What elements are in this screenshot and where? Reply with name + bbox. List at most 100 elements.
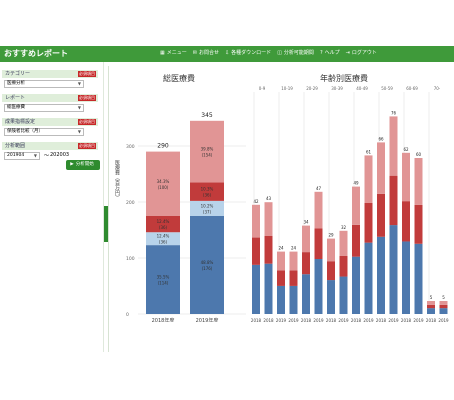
required-badge: 必須項目 (78, 119, 96, 125)
x-tick-label: 2019 (438, 318, 449, 322)
range-label: 分析範囲 必須項目 (2, 142, 98, 150)
logout-icon: ⇥ (345, 49, 350, 56)
bar-segment (377, 142, 385, 194)
menu-item-help[interactable]: ? ヘルプ (319, 49, 340, 57)
segment-value: (36) (159, 225, 168, 230)
bar-value-label: 60 (416, 152, 422, 157)
segment-percent: 12.4% (157, 234, 170, 239)
bar-segment (377, 236, 385, 314)
bar-value-label: 76 (391, 110, 397, 115)
segment-percent: 39.8% (201, 147, 214, 152)
x-tick-label: 2019 (288, 318, 299, 322)
bar-total-label: 345 (201, 112, 213, 119)
x-tick-label: 2018 (351, 318, 362, 322)
x-tick-label: 2019 (276, 318, 287, 322)
category-select[interactable]: 医療分析 (4, 80, 84, 88)
right-chart: 0-9 10-19 20-29 30-39 40-49 50-59 60-69 70- 42 20… (251, 86, 449, 322)
x-tick-label: 2019 (363, 318, 374, 322)
period-select[interactable]: 保険者比較（月） (4, 128, 84, 136)
x-tick-label: 2018 (263, 318, 274, 322)
bar-segment (389, 116, 398, 176)
bar-segment (339, 230, 348, 256)
bar-segment (302, 274, 310, 314)
calendar-icon: ◫ (277, 49, 282, 56)
range-separator: ～ (44, 153, 50, 159)
divider (108, 66, 109, 352)
bar-segment (314, 259, 323, 314)
bar-segment (289, 285, 298, 314)
age-group-label: 20-29 (306, 86, 318, 91)
bar-segment (302, 225, 310, 253)
run-analysis-button[interactable]: ▶ 分析開始 (66, 160, 100, 170)
top-bar: おすすめレポート ▦ メニュー ✉ お問合せ ⇩ 各種ダウンロード ◫ 分析可能期間 ?… (0, 46, 454, 62)
bar-segment (264, 235, 273, 264)
bar-segment (439, 301, 448, 305)
bar-segment (439, 308, 448, 314)
mail-icon: ✉ (192, 49, 197, 56)
menu-item-menu[interactable]: ▦ メニュー (160, 49, 187, 57)
bar-segment (364, 155, 373, 203)
bar-value-label: 24 (291, 246, 297, 251)
bar-segment (402, 241, 410, 314)
segment-percent: 48.8% (201, 260, 214, 265)
report-select[interactable]: 総医療費 (4, 104, 84, 112)
bar-segment (352, 224, 360, 257)
bar-value-label: 24 (278, 246, 284, 251)
menu-item-contact[interactable]: ✉ お問合せ (192, 49, 219, 57)
age-group-label: 70- (434, 86, 441, 91)
bar-total-label: 290 (157, 143, 169, 150)
x-tick-label: 2019年度 (196, 317, 219, 322)
segment-percent: 10.2% (201, 203, 214, 208)
bar-segment (146, 232, 180, 246)
bar-segment (277, 251, 285, 271)
bar-value-label: 43 (266, 196, 272, 201)
left-chart-title: 総医療費 (163, 74, 195, 83)
menu-item-download[interactable]: ⇩ 各種ダウンロード (224, 49, 272, 57)
age-group-label: 0-9 (259, 86, 266, 91)
bar-segment (264, 202, 273, 236)
segment-value: (154) (202, 153, 213, 158)
bar-segment (389, 225, 398, 314)
bar-segment (414, 158, 423, 205)
bar-segment (439, 304, 448, 309)
x-tick-label: 2018 (426, 318, 437, 322)
bar-segment (327, 280, 335, 314)
required-badge: 必須項目 (78, 95, 96, 101)
age-group-label: 40-49 (356, 86, 368, 91)
bar-value-label: 61 (366, 149, 372, 154)
x-tick-label: 2018 (301, 318, 312, 322)
x-tick-label: 2018 (376, 318, 387, 322)
y-tick-label: 300 (126, 144, 135, 150)
bar-segment (427, 308, 435, 314)
bar-segment (252, 264, 260, 314)
bar-value-label: 42 (253, 199, 259, 204)
bar-segment (190, 200, 224, 216)
bar-segment (327, 238, 335, 262)
required-badge: 必須項目 (78, 143, 96, 149)
bar-segment (402, 201, 410, 242)
segment-percent: 35.5% (157, 275, 170, 280)
top-menu: ▦ メニュー ✉ お問合せ ⇩ 各種ダウンロード ◫ 分析可能期間 ? ヘルプ ⇥ ログアウ… (160, 49, 377, 57)
bar-segment (414, 243, 423, 314)
age-group-label: 50-59 (381, 86, 393, 91)
bar-segment (377, 193, 385, 237)
y-tick-label: 100 (126, 256, 135, 262)
bar-segment (252, 204, 260, 238)
bar-segment (414, 204, 423, 244)
y-axis-label: 医療費（百万円） (114, 160, 120, 200)
bar-segment (277, 285, 285, 314)
x-tick-label: 2019 (338, 318, 349, 322)
range-start-select[interactable]: 201904 (4, 152, 40, 160)
download-icon: ⇩ (224, 49, 230, 56)
bar-value-label: 34 (303, 220, 309, 225)
category-label: カテゴリー 必須項目 (2, 70, 98, 78)
bar-value-label: 29 (328, 233, 334, 238)
segment-value: (36) (203, 193, 212, 198)
sidebar-collapse-handle[interactable] (104, 206, 108, 242)
menu-item-logout[interactable]: ⇥ ログアウト (345, 49, 377, 57)
bar-segment (289, 270, 298, 286)
x-tick-label: 2019 (313, 318, 324, 322)
menu-item-period[interactable]: ◫ 分析可能期間 (277, 49, 314, 57)
age-group-label: 10-19 (281, 86, 293, 91)
